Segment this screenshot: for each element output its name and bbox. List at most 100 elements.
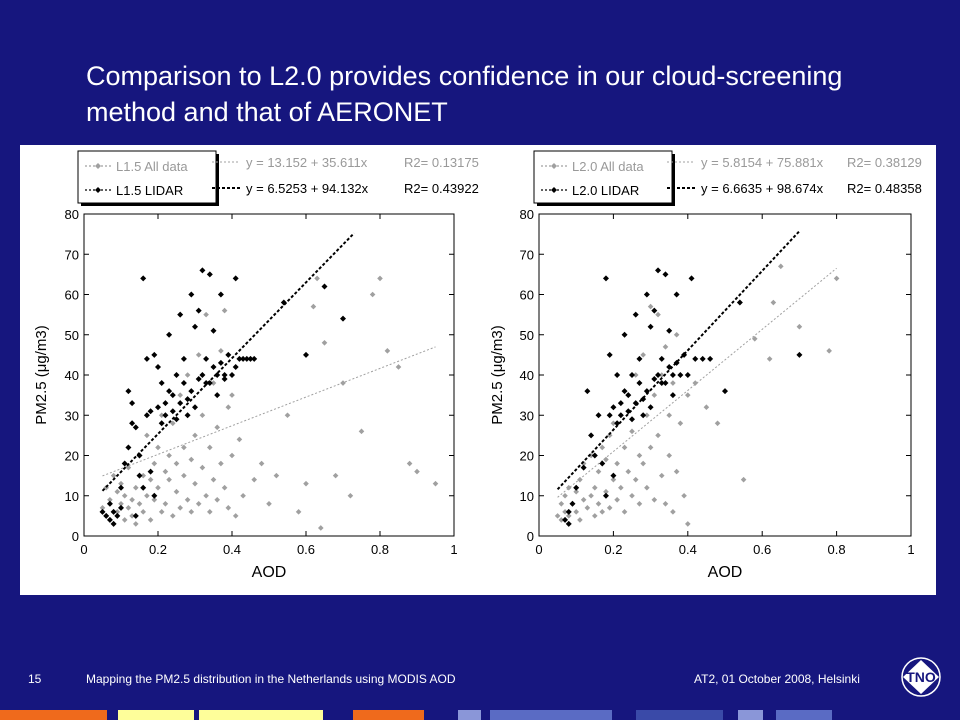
data-point	[240, 355, 247, 362]
data-point	[229, 372, 235, 378]
data-point	[195, 376, 202, 383]
data-point	[632, 311, 639, 318]
data-point	[595, 501, 602, 507]
data-point	[166, 388, 173, 395]
data-point	[703, 404, 710, 410]
data-point	[714, 420, 721, 427]
y-tick-label: 30	[65, 408, 79, 423]
data-point	[625, 468, 632, 475]
data-point	[636, 380, 643, 387]
page-number: 15	[28, 672, 42, 686]
data-point	[321, 340, 328, 346]
data-point	[203, 311, 209, 318]
data-point	[614, 420, 621, 427]
data-point	[621, 444, 628, 451]
data-point	[236, 436, 243, 443]
data-point	[136, 472, 143, 479]
data-point	[580, 464, 587, 471]
y-tick-label: 30	[520, 408, 534, 423]
data-point	[225, 404, 232, 410]
data-point	[670, 380, 676, 386]
x-tick-label: 1	[907, 542, 914, 557]
data-point	[133, 521, 139, 527]
data-point	[188, 388, 195, 395]
fit-line	[101, 232, 355, 492]
data-point	[166, 452, 172, 459]
data-point	[588, 432, 595, 439]
data-point	[295, 509, 302, 515]
data-point	[565, 520, 572, 527]
data-point	[118, 484, 124, 491]
data-point	[673, 359, 680, 366]
legend-label: L1.5 LIDAR	[116, 183, 183, 198]
data-point	[655, 267, 662, 274]
y-axis-label: PM2.5 (μg/m3)	[33, 325, 50, 425]
data-point	[147, 468, 154, 475]
data-point	[562, 509, 568, 515]
footer-right-text: AT2, 01 October 2008, Helsinki	[694, 672, 860, 686]
data-point	[632, 400, 639, 407]
y-tick-label: 50	[65, 328, 79, 343]
data-point	[232, 363, 239, 370]
data-point	[414, 468, 420, 475]
data-point	[229, 392, 235, 398]
data-point	[210, 363, 217, 370]
data-point	[614, 372, 621, 378]
data-point	[592, 513, 598, 519]
footer-bar-yellow-1	[118, 710, 194, 720]
scatter-plot-l15-svg: 0 10 20 30 40 50 60 70 80 0 0.2 0.4 0.6 0.8 1 AOD PM2.5 …	[33, 150, 479, 581]
data-point	[751, 335, 758, 342]
data-point	[221, 372, 228, 378]
data-point	[155, 484, 161, 491]
footer-bar-blue-1	[458, 710, 481, 720]
data-point	[573, 484, 580, 491]
data-point	[284, 412, 291, 419]
footer-bar-blue-2	[490, 710, 612, 720]
data-point	[736, 299, 743, 306]
data-point	[833, 275, 840, 282]
data-point	[606, 412, 613, 419]
data-point	[129, 496, 135, 503]
footer-bar-orange-1	[0, 710, 107, 720]
data-point	[140, 484, 147, 491]
series-lidar	[556, 230, 803, 527]
data-point	[617, 412, 624, 419]
legend-box	[533, 150, 673, 204]
data-point	[321, 283, 328, 290]
data-point	[188, 509, 195, 515]
data-point	[595, 412, 602, 419]
data-point	[662, 344, 669, 350]
data-point	[181, 472, 187, 479]
data-point	[155, 363, 161, 370]
data-point	[595, 468, 602, 475]
fit-line	[556, 230, 801, 491]
data-point	[203, 380, 210, 387]
data-point	[143, 412, 150, 419]
data-point	[132, 424, 139, 431]
fit-equation: y = 6.6635 + 98.674x	[701, 181, 824, 196]
data-point	[580, 460, 587, 467]
data-point	[121, 517, 128, 523]
data-point	[136, 452, 143, 459]
data-point	[314, 275, 320, 282]
fit-r2: R2= 0.38129	[847, 155, 922, 170]
data-point	[770, 299, 777, 306]
data-point	[251, 355, 258, 362]
data-point	[151, 496, 158, 503]
data-point	[110, 508, 117, 515]
data-point	[666, 363, 673, 370]
x-tick-label: 1	[450, 542, 457, 557]
data-point	[203, 355, 210, 362]
data-point	[173, 460, 180, 467]
data-point	[625, 408, 632, 415]
data-point	[199, 267, 206, 274]
data-point	[132, 512, 139, 519]
data-point	[651, 496, 658, 503]
data-point	[577, 517, 583, 523]
fit-r2: R2= 0.13175	[404, 155, 479, 170]
data-point	[188, 456, 195, 463]
data-point	[166, 331, 173, 338]
data-point	[170, 420, 176, 427]
data-point	[658, 380, 665, 387]
data-point	[618, 484, 624, 491]
